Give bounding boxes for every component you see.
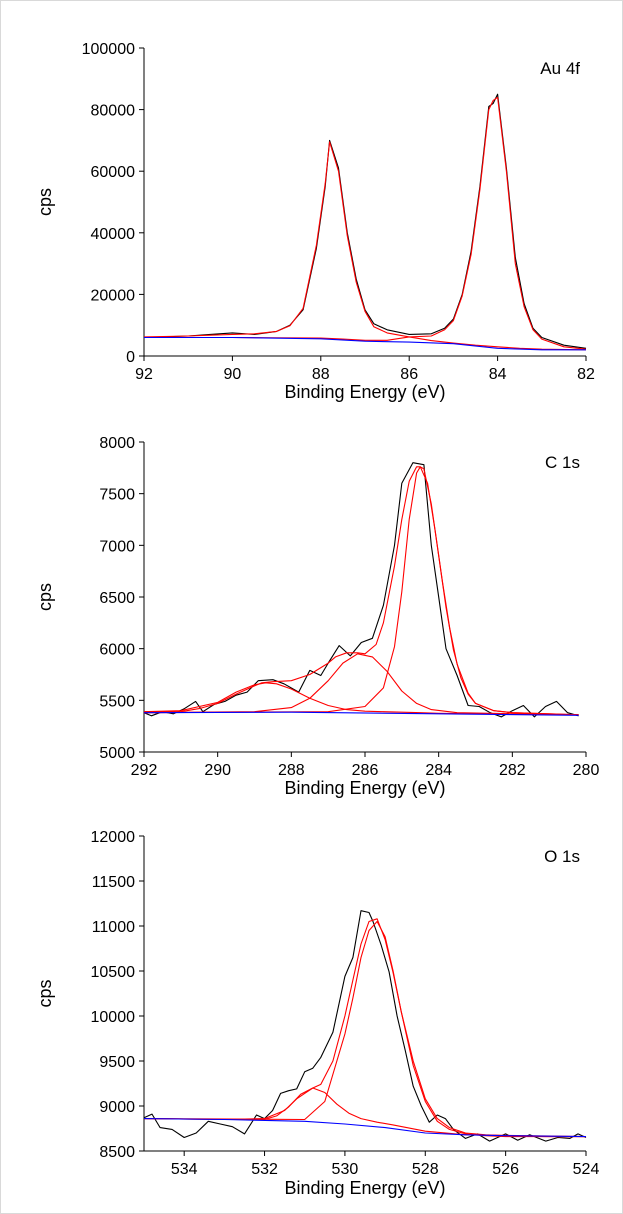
panel-1-y-tick-label: 7000 xyxy=(99,538,135,555)
panel-1-y-axis-title: cps xyxy=(35,583,55,611)
panel-0-x-tick-label: 84 xyxy=(489,366,507,383)
panel-2-y-tick-label: 11500 xyxy=(92,874,135,891)
panel-0-series-3-line xyxy=(144,336,586,351)
panel-1-x-axis-title: Binding Energy (eV) xyxy=(284,778,445,798)
panel-1-y-tick-label: 7500 xyxy=(99,487,135,504)
panel-2-x-tick-label: 532 xyxy=(251,1161,278,1178)
panel-0-y-tick-label: 100000 xyxy=(82,41,135,58)
panel-2-y-tick-label: 8500 xyxy=(99,1144,135,1161)
panel-0-x-tick-label: 92 xyxy=(135,366,153,383)
panel-1-x-tick-label: 288 xyxy=(278,762,305,779)
panel-1-x-tick-label: 290 xyxy=(204,762,231,779)
panel-2-series-2-line xyxy=(143,1087,587,1138)
panel-2-y-axis-title: cps xyxy=(35,979,55,1007)
panel-0-y-tick-label: 20000 xyxy=(91,287,136,304)
panel-1-x-tick-label: 280 xyxy=(573,762,600,779)
panel-2-x-axis-title: Binding Energy (eV) xyxy=(284,1178,445,1198)
panel-1-x-tick-label: 282 xyxy=(499,762,526,779)
panel-0-peak-label: Au 4f xyxy=(540,59,580,78)
panel-2-y-tick-label: 12000 xyxy=(91,829,136,846)
panel-0-y-tick-label: 0 xyxy=(126,349,135,366)
panel-0-series-1-line xyxy=(143,96,587,350)
panel-0-y-tick-label: 40000 xyxy=(91,226,136,243)
panel-1-series-3-line xyxy=(143,653,579,716)
panel-1-y-tick-label: 8000 xyxy=(99,435,135,452)
panel-1-y-tick-label: 6000 xyxy=(99,642,135,659)
panel-1-x-tick-label: 292 xyxy=(131,762,158,779)
panel-2-series-1-line xyxy=(143,918,586,1138)
panel-1-x-tick-label: 286 xyxy=(352,762,379,779)
panel-2-x-tick-label: 530 xyxy=(332,1161,359,1178)
panel-1-y-tick-label: 5000 xyxy=(99,745,135,762)
panel-1-series-1-line xyxy=(144,466,579,716)
panel-0-x-tick-label: 90 xyxy=(224,366,242,383)
panel-2-y-tick-label: 11000 xyxy=(92,919,135,936)
panel-2-x-tick-label: 534 xyxy=(171,1161,198,1178)
panel-0-y-tick-label: 60000 xyxy=(91,164,136,181)
panel-2-y-tick-label: 10500 xyxy=(91,964,136,981)
panel-0-x-tick-label: 88 xyxy=(312,366,330,383)
panel-2-y-tick-label: 9500 xyxy=(99,1054,135,1071)
panel-1-series-0-line xyxy=(143,462,579,718)
panel-0-y-axis-title: cps xyxy=(35,188,55,216)
panel-0-x-axis-title: Binding Energy (eV) xyxy=(284,382,445,402)
panel-1-y-tick-label: 6500 xyxy=(99,590,135,607)
panel-0-x-tick-label: 86 xyxy=(400,366,418,383)
panel-2-y-tick-label: 10000 xyxy=(91,1009,136,1026)
panel-2-peak-label: O 1s xyxy=(544,847,580,866)
panel-1-x-tick-label: 284 xyxy=(425,762,452,779)
panel-2-x-tick-label: 528 xyxy=(412,1161,439,1178)
panel-0-x-tick-label: 82 xyxy=(577,366,595,383)
panel-2-x-tick-label: 526 xyxy=(492,1161,519,1178)
panel-1-series-4-line xyxy=(143,466,579,716)
panel-0-y-tick-label: 80000 xyxy=(91,103,136,120)
panel-2-series-0-line xyxy=(143,910,587,1142)
panel-2-series-4-line xyxy=(143,1118,587,1138)
panel-1-peak-label: C 1s xyxy=(545,453,580,472)
panel-2-x-tick-label: 524 xyxy=(573,1161,600,1178)
panel-1-y-tick-label: 5500 xyxy=(99,693,135,710)
panel-2-y-tick-label: 9000 xyxy=(99,1099,135,1116)
panel-1-series-5-line xyxy=(143,711,579,716)
panel-0-series-2-line xyxy=(144,336,587,351)
panel-2-series-3-line xyxy=(143,920,586,1138)
